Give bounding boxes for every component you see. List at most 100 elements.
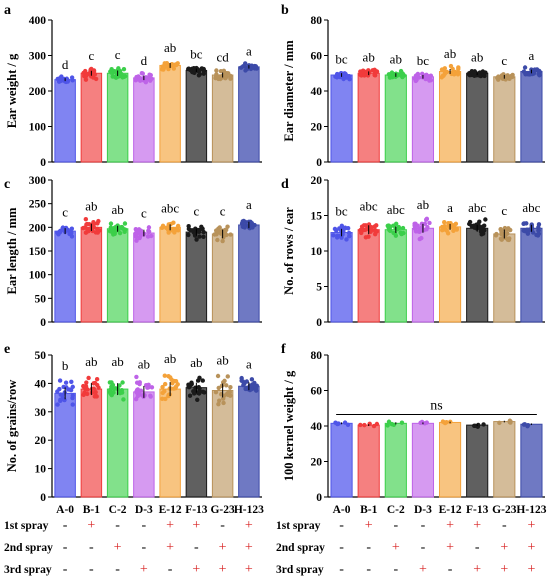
data-point <box>493 233 499 238</box>
significance-letter: c <box>141 205 147 220</box>
data-point <box>419 71 425 77</box>
data-point <box>69 379 74 385</box>
data-point <box>536 228 541 233</box>
treatment-mark: - <box>63 540 68 555</box>
data-point <box>191 66 197 71</box>
bar <box>106 72 129 163</box>
data-point <box>60 225 66 230</box>
bar <box>133 77 155 163</box>
bar <box>54 230 76 323</box>
data-point <box>345 422 351 427</box>
data-point <box>444 228 449 233</box>
data-point <box>195 66 200 72</box>
data-point <box>140 71 145 76</box>
data-point <box>70 384 75 390</box>
x-tick-label: C-2 <box>387 504 405 516</box>
data-point <box>149 385 155 390</box>
data-point <box>241 382 246 388</box>
y-tick-label: 100 <box>29 270 47 282</box>
significance-letter: abc <box>468 200 486 215</box>
data-point <box>456 65 461 70</box>
bar <box>238 66 260 163</box>
treatment-mark: + <box>245 518 253 533</box>
data-point <box>69 226 75 231</box>
data-point <box>213 389 219 395</box>
data-point <box>220 238 225 244</box>
bar <box>411 422 435 498</box>
bar <box>330 422 353 498</box>
y-tick-label: 0 <box>40 157 46 169</box>
data-point <box>186 232 191 238</box>
bar <box>493 421 516 498</box>
data-point <box>81 392 86 398</box>
data-point <box>134 238 139 243</box>
data-point <box>186 66 192 72</box>
y-tick-label: 20 <box>311 175 323 187</box>
data-point <box>193 226 198 231</box>
data-point <box>254 383 260 388</box>
data-point <box>440 227 445 233</box>
data-point <box>227 390 232 395</box>
treatment-mark: - <box>339 562 344 577</box>
treatment-mark: - <box>115 562 120 577</box>
data-point <box>199 66 205 71</box>
treatment-mark: - <box>142 518 147 533</box>
x-tick-label: D-3 <box>414 504 432 516</box>
data-point <box>240 64 246 69</box>
significance-letter: bc <box>335 51 348 66</box>
data-point <box>481 422 486 427</box>
treatment-mark: + <box>473 518 481 533</box>
data-point <box>536 222 542 227</box>
data-point <box>84 222 89 227</box>
bar <box>211 233 234 323</box>
data-point <box>160 223 166 228</box>
y-tick-label: 5 <box>316 282 322 294</box>
data-point <box>134 374 139 380</box>
data-point <box>86 375 91 381</box>
data-point <box>248 66 254 72</box>
data-point <box>469 223 475 229</box>
x-tick-label: C-2 <box>109 504 127 516</box>
significance-letter: bc <box>417 53 430 68</box>
treatment-mark: + <box>192 562 200 577</box>
data-point <box>412 223 417 228</box>
data-point <box>467 219 473 225</box>
data-point <box>221 400 226 406</box>
data-point <box>214 72 219 77</box>
data-point <box>483 217 488 222</box>
data-point <box>69 230 74 236</box>
treatment-mark: + <box>500 562 508 577</box>
data-point <box>197 386 202 391</box>
data-point <box>467 73 473 78</box>
data-point <box>109 70 114 75</box>
significance-letter: d <box>62 57 69 72</box>
data-point <box>165 227 171 232</box>
significance-letter: ab <box>390 51 402 66</box>
ns-annotation: ns <box>430 398 442 413</box>
data-point <box>108 221 114 226</box>
bar <box>185 231 208 323</box>
data-point <box>253 64 259 69</box>
data-point <box>250 382 255 387</box>
bar <box>438 421 462 498</box>
treatment-mark: + <box>140 562 148 577</box>
treatment-mark: - <box>89 540 94 555</box>
data-point <box>134 380 140 385</box>
data-point <box>165 64 170 70</box>
data-point <box>366 234 371 239</box>
data-point <box>67 387 73 392</box>
data-point <box>221 380 226 385</box>
bar <box>211 390 234 498</box>
x-tick-label: H-123 <box>516 504 546 516</box>
significance-letter: ab <box>444 46 456 61</box>
data-point <box>134 390 140 395</box>
data-point <box>422 221 428 226</box>
bar <box>357 229 380 323</box>
data-point <box>521 221 526 227</box>
treatment-mark: - <box>366 540 371 555</box>
y-tick-label: 40 <box>311 421 323 433</box>
data-point <box>197 72 202 77</box>
data-point <box>69 234 75 239</box>
bar <box>238 224 260 323</box>
data-point <box>162 61 167 66</box>
